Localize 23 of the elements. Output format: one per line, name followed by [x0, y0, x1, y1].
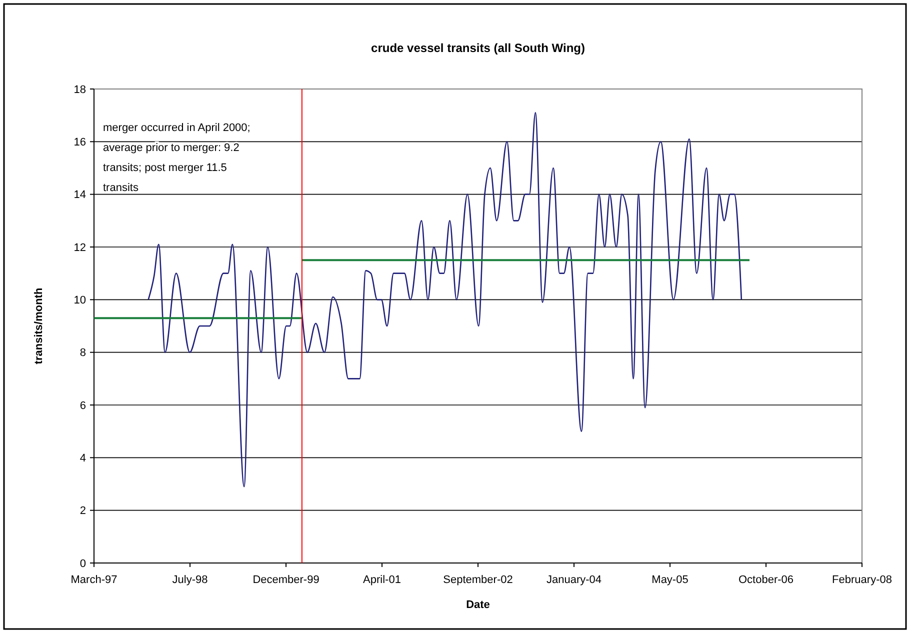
- y-axis-title: transits/month: [33, 288, 45, 364]
- x-tick-label: October-06: [738, 574, 794, 586]
- annotation: merger occurred in April 2000; average prior to merger: 9.2 transits; post merger 11.5 transits: [103, 122, 250, 194]
- x-tick-label: December-99: [252, 574, 320, 586]
- x-tick-label: September-02: [443, 574, 513, 586]
- x-tick-label: February-08: [832, 574, 892, 586]
- y-tick-label: 10: [74, 294, 86, 307]
- y-tick-label: 2: [80, 505, 86, 518]
- y-tick-label: 14: [74, 189, 86, 202]
- y-tick-label: 0: [80, 558, 86, 570]
- x-tick-label: July-98: [172, 574, 208, 586]
- y-tick-label: 4: [80, 452, 86, 465]
- x-tick-label: April-01: [363, 574, 401, 586]
- y-tick-label: 8: [80, 347, 86, 360]
- x-tick-label: May-05: [652, 574, 688, 586]
- chart-title: crude vessel transits (all South Wing): [371, 41, 585, 55]
- x-tick-label: January-04: [546, 574, 602, 586]
- y-tick-label: 16: [74, 136, 86, 149]
- x-axis-title: Date: [466, 599, 490, 611]
- y-tick-label: 18: [74, 84, 86, 96]
- x-tick-label: March-97: [70, 574, 118, 586]
- y-tick-label: 12: [74, 242, 86, 254]
- y-tick-label: 6: [80, 400, 86, 412]
